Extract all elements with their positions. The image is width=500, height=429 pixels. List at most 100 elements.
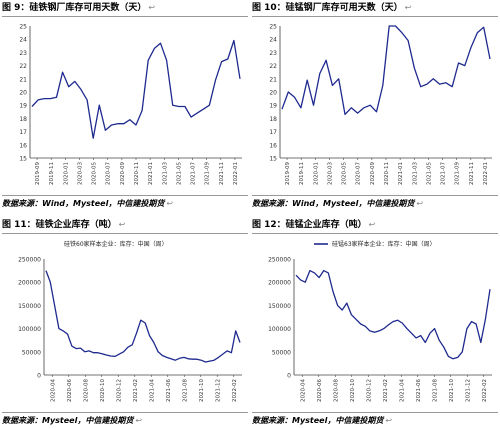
x-tick-label: 2020-11 bbox=[384, 162, 390, 185]
chart-title: 图 11：硅铁企业库存（吨） ↩ bbox=[2, 219, 248, 234]
y-tick-label: 24 bbox=[269, 37, 277, 44]
y-tick-label: 15 bbox=[269, 156, 277, 163]
y-tick-label: 16 bbox=[19, 142, 27, 149]
x-tick-label: 2020-12 bbox=[366, 379, 372, 402]
chart-panel-2: 图 11：硅铁企业库存（吨） ↩ 0 50000 100000 150000 200000… bbox=[2, 219, 248, 427]
x-tick-label: 2020-07 bbox=[356, 162, 362, 185]
x-tick-label: 2021-11 bbox=[219, 162, 225, 185]
x-tick-label: 2020-06 bbox=[67, 379, 73, 402]
return-arrow-icon: ↩ bbox=[368, 220, 376, 229]
x-tick-label: 2020-07 bbox=[106, 162, 112, 185]
y-tick-label: 15 bbox=[19, 156, 27, 163]
x-tick-label: 2021-02 bbox=[133, 379, 139, 402]
y-tick-label: 18 bbox=[269, 116, 277, 123]
x-tick-label: 2021-09 bbox=[455, 162, 461, 185]
y-tick-label: 200000 bbox=[268, 280, 291, 287]
return-arrow-icon: ↩ bbox=[416, 199, 424, 208]
y-tick-label: 0 bbox=[37, 373, 41, 380]
x-tick-label: 2022-01 bbox=[233, 162, 239, 185]
source-note: 数据来源：Mysteel，中信建投期货 ↩ bbox=[252, 412, 498, 426]
x-tick-label: 2021-03 bbox=[412, 162, 418, 185]
y-tick-label: 23 bbox=[269, 50, 277, 57]
y-tick-label: 20 bbox=[19, 90, 27, 97]
x-tick-label: 2020-05 bbox=[92, 162, 98, 185]
y-tick-label: 100000 bbox=[268, 326, 291, 333]
chart-title: 图 9：硅铁钢厂库存可用天数（天） ↩ bbox=[2, 2, 248, 17]
line-chart: 15 16 17 18 19 20 21 22 23 24 25 2019-09 2019-11 2020… bbox=[269, 24, 492, 185]
chart-panel-1: 图 10：硅锰钢厂库存可用天数（天） ↩ 15 16 17 18 19 20 21 22 23 24… bbox=[252, 2, 498, 209]
x-tick-label: 2019-11 bbox=[299, 162, 305, 185]
y-tick-label: 100000 bbox=[18, 326, 41, 333]
source-note: 数据来源：Wind，Mysteel，中信建投期货 ↩ bbox=[2, 195, 248, 209]
x-tick-label: 2019-09 bbox=[35, 162, 41, 185]
x-tick-label: 2021-05 bbox=[426, 162, 432, 185]
line-chart: 15 16 17 18 19 20 21 22 23 24 25 2019-09 2019-11 2020… bbox=[19, 24, 242, 185]
y-tick-label: 200000 bbox=[18, 280, 41, 287]
x-tick-label: 2021-08 bbox=[432, 379, 438, 402]
y-tick-label: 150000 bbox=[18, 303, 41, 310]
chart-panel-3: 图 12：硅锰企业库存（吨） ↩ 0 50000 100000 150000 200000… bbox=[252, 219, 498, 427]
y-tick-label: 16 bbox=[269, 142, 277, 149]
x-tick-label: 2021-07 bbox=[441, 162, 447, 185]
y-tick-label: 24 bbox=[19, 37, 27, 44]
x-tick-label: 2021-10 bbox=[449, 379, 455, 402]
x-tick-label: 2020-03 bbox=[327, 162, 333, 185]
y-tick-label: 17 bbox=[269, 129, 277, 136]
y-tick-label: 250000 bbox=[268, 257, 291, 264]
x-tick-label: 2021-06 bbox=[416, 379, 422, 402]
x-tick-label: 2022-02 bbox=[482, 379, 488, 402]
legend-label: 硅锰63家样本企业：库存：中国（周） bbox=[332, 240, 436, 248]
x-tick-label: 2020-09 bbox=[120, 162, 126, 185]
return-arrow-icon: ↩ bbox=[404, 3, 412, 12]
x-tick-label: 2020-06 bbox=[317, 379, 323, 402]
y-tick-label: 21 bbox=[19, 76, 27, 83]
x-tick-label: 2022-01 bbox=[483, 162, 489, 185]
y-tick-label: 22 bbox=[269, 63, 277, 70]
x-tick-label: 2020-04 bbox=[50, 379, 56, 402]
x-tick-label: 2020-09 bbox=[370, 162, 376, 185]
x-tick-label: 2020-01 bbox=[313, 162, 319, 185]
y-tick-label: 250000 bbox=[18, 257, 41, 264]
line-chart: 0 50000 100000 150000 200000 250000 2020-04 202… bbox=[18, 240, 242, 402]
y-tick-label: 50000 bbox=[22, 349, 41, 356]
x-tick-label: 2021-04 bbox=[149, 379, 155, 402]
x-tick-label: 2019-11 bbox=[49, 162, 55, 185]
x-tick-label: 2021-08 bbox=[182, 379, 188, 402]
x-tick-label: 2021-06 bbox=[166, 379, 172, 402]
chart-panel-0: 图 9：硅铁钢厂库存可用天数（天） ↩ 15 16 17 18 19 20 21 22 23 24 2… bbox=[2, 2, 248, 209]
y-tick-label: 21 bbox=[269, 76, 277, 83]
return-arrow-icon: ↩ bbox=[148, 3, 156, 12]
x-tick-label: 2020-10 bbox=[350, 379, 356, 402]
return-arrow-icon: ↩ bbox=[385, 416, 393, 425]
x-tick-label: 2022-02 bbox=[232, 379, 238, 402]
series-line bbox=[31, 39, 241, 139]
x-tick-label: 2020-04 bbox=[300, 379, 306, 402]
y-tick-label: 25 bbox=[19, 24, 27, 31]
chart-title: 图 10：硅锰钢厂库存可用天数（天） ↩ bbox=[252, 2, 498, 17]
x-tick-label: 2021-02 bbox=[383, 379, 389, 402]
y-tick-label: 17 bbox=[19, 129, 27, 136]
x-tick-label: 2021-10 bbox=[199, 379, 205, 402]
y-tick-label: 20 bbox=[269, 90, 277, 97]
x-tick-label: 2021-11 bbox=[469, 162, 475, 185]
y-tick-label: 150000 bbox=[268, 303, 291, 310]
series-line bbox=[281, 25, 491, 116]
source-note: 数据来源：Wind，Mysteel，中信建投期货 ↩ bbox=[252, 195, 498, 209]
x-tick-label: 2021-05 bbox=[176, 162, 182, 185]
line-chart: 0 50000 100000 150000 200000 250000 2020-04 202… bbox=[268, 240, 492, 402]
x-tick-label: 2021-01 bbox=[398, 162, 404, 185]
x-tick-label: 2020-12 bbox=[116, 379, 122, 402]
y-tick-label: 50000 bbox=[272, 349, 291, 356]
x-tick-label: 2020-05 bbox=[342, 162, 348, 185]
x-tick-label: 2021-12 bbox=[465, 379, 471, 402]
x-tick-label: 2021-03 bbox=[162, 162, 168, 185]
x-tick-label: 2020-11 bbox=[134, 162, 140, 185]
x-tick-label: 2020-01 bbox=[63, 162, 69, 185]
y-tick-label: 18 bbox=[19, 116, 27, 123]
y-tick-label: 23 bbox=[19, 50, 27, 57]
y-tick-label: 0 bbox=[287, 373, 291, 380]
return-arrow-icon: ↩ bbox=[135, 416, 143, 425]
x-tick-label: 2021-09 bbox=[205, 162, 211, 185]
return-arrow-icon: ↩ bbox=[118, 220, 126, 229]
x-tick-label: 2021-01 bbox=[148, 162, 154, 185]
